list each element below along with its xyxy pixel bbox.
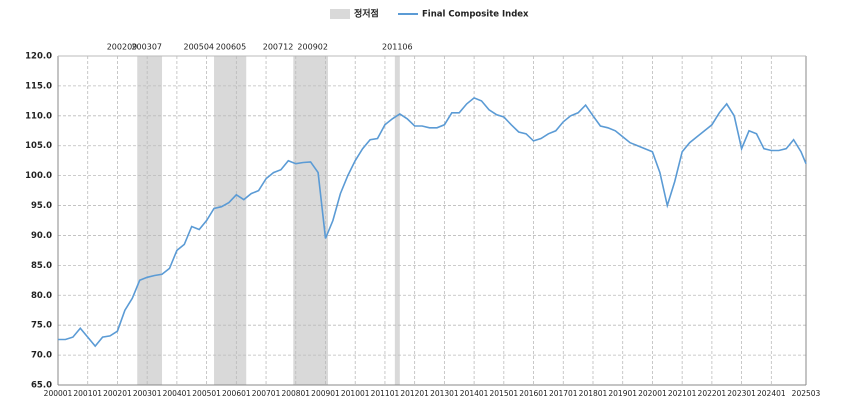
x-tick-label: 200701 — [252, 389, 281, 398]
y-tick-label: 95.0 — [31, 201, 52, 211]
x-tick-label: 201701 — [549, 389, 578, 398]
y-tick-label: 75.0 — [31, 321, 52, 331]
x-tick-label: 200801 — [281, 389, 310, 398]
x-tick-label: 201401 — [460, 389, 489, 398]
y-tick-label: 65.0 — [31, 381, 52, 391]
legend-line-label: Final Composite Index — [422, 10, 529, 20]
x-tick-label: 202301 — [727, 389, 756, 398]
x-tick-label: 200401 — [163, 389, 192, 398]
x-tick-label: 201001 — [341, 389, 370, 398]
x-tick-label: 200301 — [133, 389, 162, 398]
shade-period — [394, 56, 400, 385]
x-tick-label: 201101 — [371, 389, 400, 398]
y-tick-label: 80.0 — [31, 291, 52, 301]
x-tick-label: 202001 — [638, 389, 667, 398]
shade-label: 200902 — [297, 43, 328, 52]
y-tick-label: 105.0 — [25, 141, 52, 151]
shade-label: 200307 — [131, 43, 162, 52]
x-tick-label: 200101 — [73, 389, 102, 398]
shade-period — [293, 56, 328, 385]
y-tick-label: 110.0 — [25, 111, 52, 121]
shade-label: 200209 — [107, 43, 138, 52]
y-tick-label: 90.0 — [31, 231, 52, 241]
legend-shade-label: 정저점 — [354, 8, 379, 20]
y-tick-label: 100.0 — [25, 171, 52, 181]
legend-shade-swatch — [330, 9, 350, 19]
x-tick-label: 202503 — [792, 389, 821, 398]
shade-label: 201106 — [382, 43, 413, 52]
shade-label: 200712 — [263, 43, 294, 52]
series-line — [58, 96, 807, 348]
y-tick-label: 115.0 — [25, 81, 52, 91]
x-tick-label: 202401 — [757, 389, 786, 398]
x-tick-label: 201601 — [519, 389, 548, 398]
y-tick-label: 120.0 — [25, 52, 52, 62]
x-tick-label: 201201 — [400, 389, 429, 398]
x-tick-label: 200201 — [103, 389, 132, 398]
y-tick-label: 85.0 — [31, 261, 52, 271]
x-tick-label: 200501 — [192, 389, 221, 398]
y-tick-label: 70.0 — [31, 351, 52, 361]
x-tick-label: 200601 — [222, 389, 251, 398]
shade-period — [214, 56, 247, 385]
shade-label: 200605 — [216, 43, 247, 52]
x-tick-label: 202201 — [698, 389, 727, 398]
x-tick-label: 201901 — [608, 389, 637, 398]
shade-label: 200504 — [183, 43, 214, 52]
x-tick-label: 201301 — [430, 389, 459, 398]
shade-period — [137, 56, 163, 385]
x-tick-label: 202101 — [668, 389, 697, 398]
x-tick-label: 200901 — [311, 389, 340, 398]
x-tick-label: 200001 — [44, 389, 73, 398]
x-tick-label: 201801 — [579, 389, 608, 398]
x-tick-label: 201501 — [490, 389, 519, 398]
